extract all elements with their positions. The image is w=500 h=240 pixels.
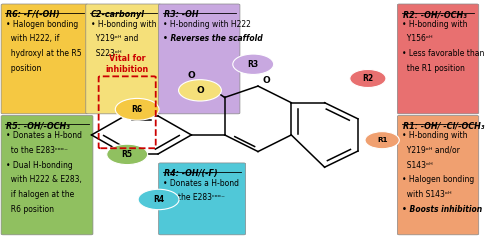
Text: R6: R6: [132, 105, 142, 114]
FancyBboxPatch shape: [86, 4, 161, 114]
Circle shape: [350, 69, 386, 88]
Circle shape: [106, 144, 148, 165]
Text: hydroxyl at the R5: hydroxyl at the R5: [6, 49, 82, 58]
Text: with H222, if: with H222, if: [6, 34, 60, 43]
Text: with H222 & E283,: with H222 & E283,: [6, 175, 82, 184]
Text: R2: -OH/-OCH₃: R2: -OH/-OCH₃: [402, 10, 466, 19]
Text: O: O: [196, 86, 204, 95]
Text: • Less favorable than: • Less favorable than: [402, 49, 484, 58]
Text: R6 position: R6 position: [6, 205, 54, 214]
Text: to the E283ᶜᵒᵒ⁻: to the E283ᶜᵒᵒ⁻: [6, 146, 68, 155]
Text: to the E283ᶜᵒᵒ⁻: to the E283ᶜᵒᵒ⁻: [164, 193, 226, 202]
Text: • H-bonding with: • H-bonding with: [90, 20, 156, 29]
Text: R3: R3: [248, 60, 259, 69]
Text: O: O: [263, 76, 270, 85]
Text: R5: -OH/-OCH₃: R5: -OH/-OCH₃: [6, 122, 70, 131]
Text: • Boosts inhibition: • Boosts inhibition: [402, 205, 482, 214]
Text: Y219ᵒᴴ and: Y219ᵒᴴ and: [90, 34, 138, 43]
Text: • H-bonding with: • H-bonding with: [402, 131, 468, 140]
FancyBboxPatch shape: [158, 163, 246, 235]
Text: • Halogen bonding: • Halogen bonding: [6, 20, 78, 29]
Circle shape: [365, 132, 400, 149]
Circle shape: [178, 80, 222, 101]
Text: if halogen at the: if halogen at the: [6, 190, 74, 199]
Text: • H-bonding with H222: • H-bonding with H222: [164, 20, 251, 29]
FancyBboxPatch shape: [1, 115, 93, 235]
Circle shape: [233, 54, 274, 74]
Text: • Halogen bonding: • Halogen bonding: [402, 175, 474, 184]
Text: R4: R4: [153, 195, 164, 204]
Text: R3: -OH: R3: -OH: [164, 10, 198, 19]
Text: • H-bonding with: • H-bonding with: [402, 20, 468, 29]
Text: R2: R2: [362, 74, 374, 83]
FancyBboxPatch shape: [158, 4, 240, 114]
Text: • Donates a H-bond: • Donates a H-bond: [164, 179, 240, 188]
Text: S223ᵒᴴ: S223ᵒᴴ: [90, 49, 121, 58]
Text: Y156ᵒᴴ: Y156ᵒᴴ: [402, 34, 433, 43]
Text: S143ᵒᴴ: S143ᵒᴴ: [402, 161, 433, 170]
Text: R1: R1: [377, 137, 388, 143]
Text: C2-carbonyl: C2-carbonyl: [91, 10, 145, 19]
Text: with S143ᵒᴴ: with S143ᵒᴴ: [402, 190, 452, 199]
FancyBboxPatch shape: [398, 115, 478, 235]
Text: R5: R5: [122, 150, 132, 159]
Text: R6: -F/(-OH): R6: -F/(-OH): [6, 10, 60, 19]
FancyBboxPatch shape: [1, 4, 88, 114]
Text: R4: -OH/(-F): R4: -OH/(-F): [164, 169, 218, 178]
Circle shape: [116, 98, 159, 120]
Text: the R1 position: the R1 position: [402, 64, 465, 73]
Text: • Reverses the scaffold: • Reverses the scaffold: [164, 34, 263, 43]
Text: O: O: [188, 71, 195, 80]
Text: position: position: [6, 64, 42, 73]
Text: Y219ᵒᴴ and/or: Y219ᵒᴴ and/or: [402, 146, 460, 155]
Circle shape: [138, 189, 179, 210]
FancyBboxPatch shape: [398, 4, 478, 114]
Text: • Dual H-bonding: • Dual H-bonding: [6, 161, 72, 170]
Text: R1: -OH/ -Cl/-OCH₃: R1: -OH/ -Cl/-OCH₃: [402, 122, 484, 131]
Text: Vital for
inhibition: Vital for inhibition: [106, 54, 149, 74]
Text: • Donates a H-bond: • Donates a H-bond: [6, 131, 82, 140]
